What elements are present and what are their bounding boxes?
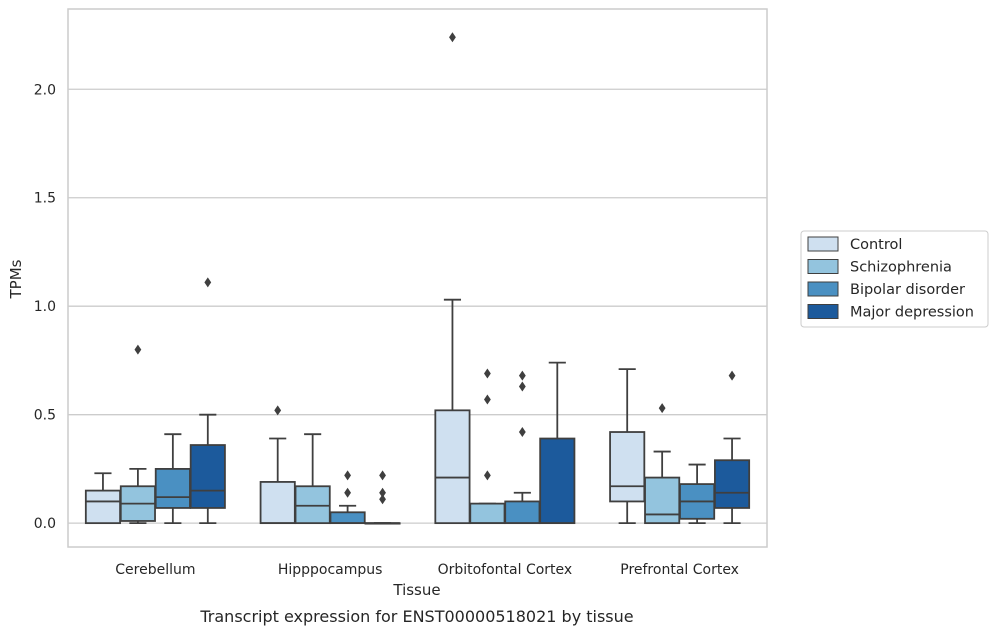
- x-axis-title: Tissue: [392, 581, 440, 599]
- outlier-marker: [379, 470, 386, 481]
- box-major-depression: [364, 470, 401, 525]
- box-major-depression: [189, 277, 226, 525]
- box-major-depression: [539, 361, 576, 525]
- box-control: [259, 405, 296, 525]
- legend-swatch: [807, 304, 839, 319]
- box-bipolar-disorder: [329, 470, 366, 525]
- outlier-marker: [518, 427, 526, 438]
- x-tick-label: Prefrontal Cortex: [620, 562, 739, 578]
- outlier-marker: [449, 32, 456, 43]
- legend-label: Control: [850, 237, 902, 253]
- box-iqr: [154, 468, 191, 509]
- outlier-marker: [484, 394, 491, 405]
- outlier-marker: [344, 470, 351, 481]
- outlier-marker: [518, 381, 526, 392]
- outlier-marker: [344, 487, 351, 498]
- outlier-marker: [484, 368, 491, 379]
- outlier-marker: [728, 370, 736, 381]
- y-tick-label: 1.5: [34, 191, 56, 207]
- box-schizophrenia: [644, 403, 681, 525]
- box-iqr: [84, 489, 121, 525]
- box-control: [609, 368, 646, 525]
- y-tick-label: 1.0: [34, 299, 56, 315]
- legend-label: Major depression: [850, 305, 974, 321]
- outlier-marker: [658, 403, 666, 414]
- outlier-marker: [379, 487, 386, 498]
- y-tick-label: 0.0: [34, 516, 56, 532]
- box-bipolar-disorder: [504, 370, 541, 525]
- x-tick-label: Cerebellum: [115, 562, 195, 578]
- plot-marks: [84, 32, 751, 525]
- box-iqr: [329, 511, 366, 525]
- x-tick-label: Hipppocampus: [278, 562, 383, 578]
- box-iqr: [294, 485, 331, 525]
- outlier-marker: [274, 405, 282, 416]
- y-tick-label: 0.5: [34, 408, 56, 424]
- box-iqr: [539, 437, 576, 525]
- box-bipolar-disorder: [154, 433, 191, 525]
- box-iqr: [644, 476, 681, 525]
- box-iqr: [609, 431, 646, 503]
- box-iqr: [189, 444, 226, 509]
- box-control: [84, 472, 121, 525]
- outlier-marker: [204, 277, 212, 288]
- box-schizophrenia: [119, 344, 156, 525]
- x-tick-label: Orbitofontal Cortex: [438, 562, 573, 578]
- legend-label: Bipolar disorder: [850, 282, 965, 298]
- legend-swatch: [807, 281, 839, 297]
- outlier-marker: [484, 470, 491, 481]
- box-iqr: [714, 459, 751, 509]
- box-control: [434, 32, 471, 525]
- outlier-marker: [379, 494, 386, 505]
- y-axis-title: TPMs: [7, 259, 25, 299]
- box-iqr: [434, 409, 471, 525]
- x-tick-labels: Cerebellum Hipppocampus Orbitofontal Corte…: [115, 562, 739, 578]
- outlier-marker: [134, 344, 142, 355]
- box-bipolar-disorder: [679, 463, 716, 525]
- legend: Control Schizophrenia Bipolar disorder Majo…: [800, 230, 989, 328]
- legend-frame: [800, 230, 989, 328]
- box-major-depression: [714, 370, 751, 525]
- box-iqr: [504, 500, 541, 525]
- box-iqr: [259, 481, 296, 525]
- legend-swatch: [807, 259, 839, 274]
- y-tick-label: 2.0: [34, 82, 56, 98]
- chart-caption: Transcript expression for ENST0000051802…: [199, 607, 633, 626]
- y-tick-labels: 0.0 0.5 1.0 1.5 2.0: [34, 82, 56, 532]
- outlier-marker: [518, 370, 526, 381]
- plot-frame: [67, 8, 768, 548]
- box-iqr: [469, 502, 506, 525]
- box-schizophrenia: [469, 368, 506, 525]
- legend-swatch: [807, 236, 839, 252]
- box-schizophrenia: [294, 433, 331, 525]
- legend-label: Schizophrenia: [850, 260, 952, 276]
